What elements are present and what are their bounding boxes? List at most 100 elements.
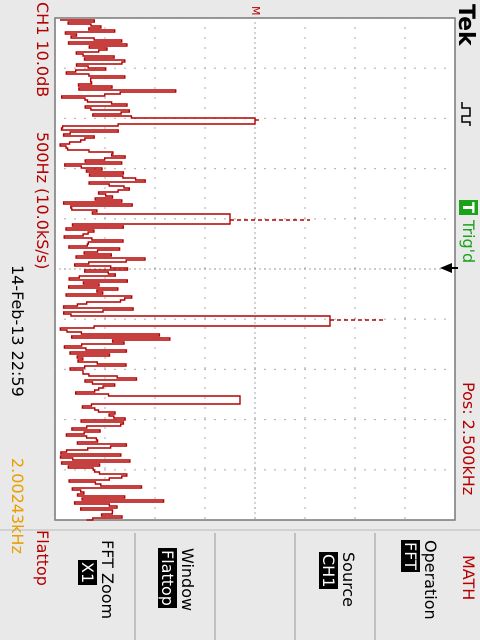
- grid-dot: [124, 168, 126, 170]
- grid-dot: [404, 427, 406, 429]
- grid-dot: [364, 469, 366, 471]
- grid-dot: [404, 467, 406, 469]
- grid-dot: [94, 519, 96, 521]
- grid-dot: [404, 417, 406, 419]
- grid-dot: [54, 477, 56, 479]
- grid-dot: [174, 469, 176, 471]
- grid-dot: [424, 117, 426, 119]
- grid-dot: [184, 419, 186, 421]
- grid-dot: [454, 469, 456, 471]
- grid-dot: [314, 218, 316, 220]
- grid-dot: [104, 357, 106, 359]
- grid-dot: [254, 82, 256, 84]
- grid-dot: [254, 502, 256, 504]
- grid-dot: [254, 157, 256, 159]
- grid-dot: [104, 407, 106, 409]
- grid-dot: [404, 187, 406, 189]
- grid-dot: [404, 327, 406, 329]
- grid-dot: [414, 519, 416, 521]
- grid-dot: [104, 368, 106, 370]
- grid-dot: [234, 218, 236, 220]
- menu-fft-zoom[interactable]: FFT Zoom X1: [77, 540, 117, 619]
- grid-dot: [404, 318, 406, 320]
- grid-dot: [324, 469, 326, 471]
- grid-dot: [284, 519, 286, 521]
- grid-dot: [54, 207, 56, 209]
- grid-dot: [314, 368, 316, 370]
- grid-dot: [254, 357, 256, 359]
- grid-dot: [454, 187, 456, 189]
- grid-dot: [354, 197, 356, 199]
- grid-dot: [204, 397, 206, 399]
- grid-dot: [254, 507, 256, 509]
- menu-source-label: Source: [339, 552, 358, 607]
- grid-dot: [204, 27, 206, 29]
- grid-dot: [304, 427, 306, 429]
- grid-dot: [64, 318, 66, 320]
- grid-dot: [294, 17, 296, 19]
- grid-dot: [154, 177, 156, 179]
- grid-dot: [254, 477, 256, 479]
- grid-dot: [154, 87, 156, 89]
- grid-dot: [454, 467, 456, 469]
- grid-dot: [454, 437, 456, 439]
- grid-dot: [154, 397, 156, 399]
- grid-dot: [154, 477, 156, 479]
- grid-dot: [154, 287, 156, 289]
- grid-dot: [354, 417, 356, 419]
- grid-dot: [54, 257, 56, 259]
- grid-dot: [314, 17, 316, 19]
- grid-dot: [354, 419, 356, 421]
- grid-dot: [404, 247, 406, 249]
- grid-dot: [254, 467, 256, 469]
- grid-dot: [114, 519, 116, 521]
- grid-dot: [254, 67, 256, 69]
- grid-dot: [164, 368, 166, 370]
- menu-operation-label: Operation: [421, 540, 440, 620]
- grid-dot: [304, 417, 306, 419]
- grid-dot: [354, 457, 356, 459]
- grid-dot: [304, 17, 306, 19]
- grid-dot: [324, 419, 326, 421]
- grid-dot: [424, 469, 426, 471]
- grid-dot: [254, 497, 256, 499]
- grid-dot: [444, 519, 446, 521]
- menu-source[interactable]: Source CH1: [318, 552, 358, 607]
- menu-window[interactable]: Window Flattop: [157, 548, 197, 611]
- grid-dot: [344, 419, 346, 421]
- grid-dot: [344, 268, 346, 270]
- grid-dot: [454, 419, 456, 421]
- grid-dot: [154, 147, 156, 149]
- grid-dot: [104, 237, 106, 239]
- grid-dot: [254, 412, 256, 414]
- grid-dot: [374, 519, 376, 521]
- grid-dot: [434, 268, 436, 270]
- grid-dot: [404, 367, 406, 369]
- grid-dot: [434, 17, 436, 19]
- grid-dot: [134, 218, 136, 220]
- grid-dot: [154, 37, 156, 39]
- grid-dot: [154, 268, 156, 270]
- grid-dot: [124, 117, 126, 119]
- grid-dot: [254, 237, 256, 239]
- grid-dot: [189, 268, 191, 270]
- grid-dot: [304, 147, 306, 149]
- grid-dot: [304, 57, 306, 59]
- menu-operation[interactable]: Operation FFT: [400, 540, 440, 620]
- grid-dot: [414, 368, 416, 370]
- grid-dot: [304, 237, 306, 239]
- grid-dot: [274, 117, 276, 119]
- grid-dot: [334, 469, 336, 471]
- grid-dot: [204, 67, 206, 69]
- grid-dot: [304, 327, 306, 329]
- grid-dot: [204, 137, 206, 139]
- grid-dot: [104, 467, 106, 469]
- grid-dot: [104, 97, 106, 99]
- grid-dot: [404, 227, 406, 229]
- grid-dot: [254, 462, 256, 464]
- grid-dot: [204, 97, 206, 99]
- grid-dot: [84, 67, 86, 69]
- grid-dot: [254, 27, 256, 29]
- grid-dot: [384, 117, 386, 119]
- grid-dot: [274, 419, 276, 421]
